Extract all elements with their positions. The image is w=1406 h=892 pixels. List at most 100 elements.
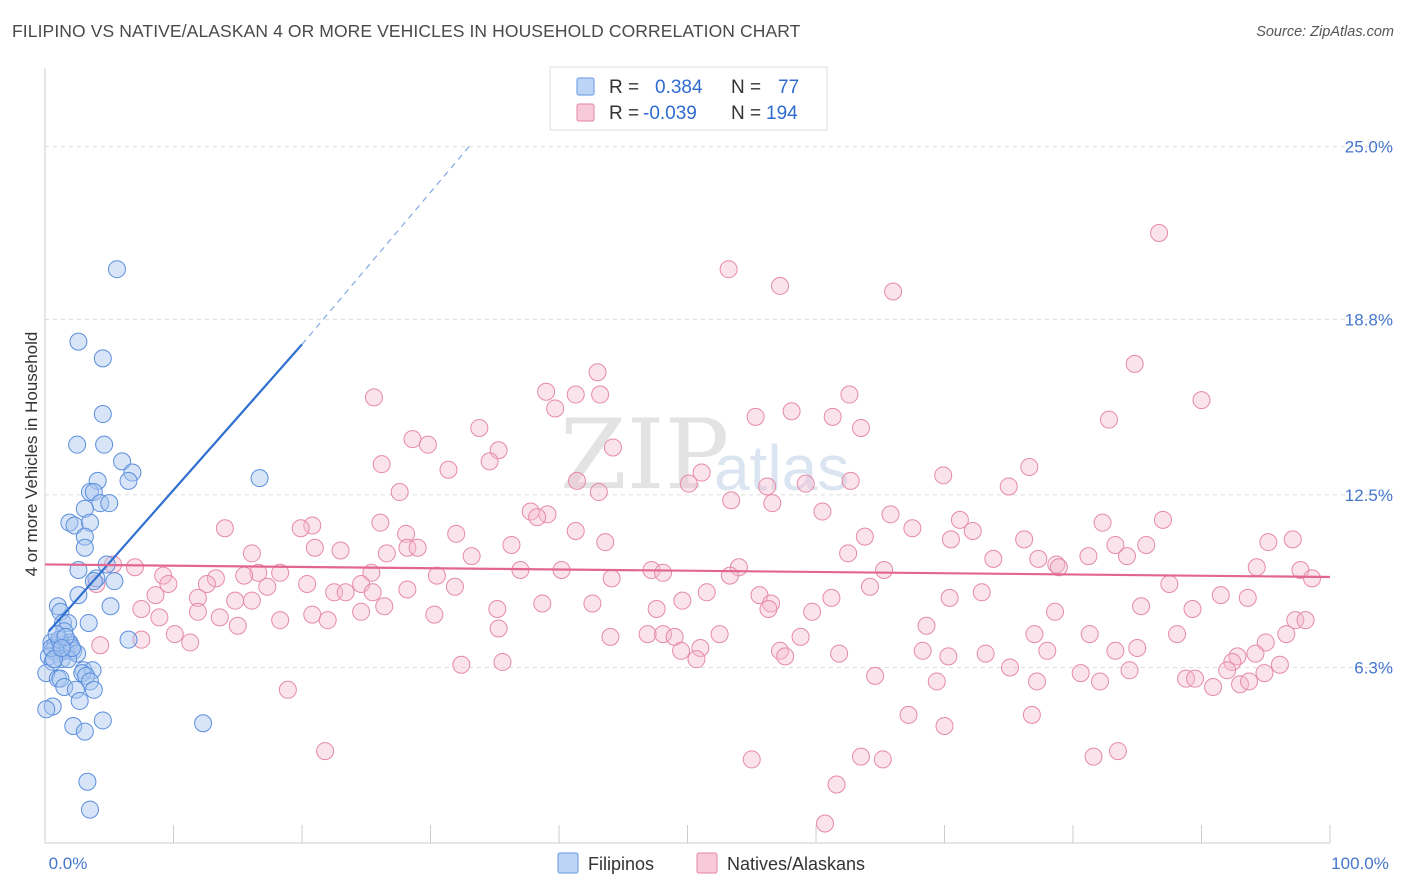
natives-point-109 <box>398 580 417 599</box>
natives-point-32 <box>758 477 777 496</box>
top-legend: R = 0.384 N = 77 R = -0.039 N = 194 <box>549 66 828 131</box>
natives-point-9 <box>537 382 556 401</box>
natives-point-187 <box>866 666 885 685</box>
natives-point-146 <box>1286 611 1305 630</box>
x-tick-label-max: 100.0% <box>1331 854 1389 873</box>
natives-point-179 <box>687 650 706 669</box>
natives-point-31 <box>796 474 815 493</box>
natives-point-55 <box>963 522 982 541</box>
natives-point-197 <box>899 705 918 724</box>
natives-point-125 <box>132 600 151 619</box>
natives-point-165 <box>691 639 710 658</box>
natives-point-94 <box>596 533 615 552</box>
natives-point-176 <box>1223 652 1242 671</box>
natives-point-170 <box>976 644 995 663</box>
natives-point-142 <box>803 602 822 621</box>
natives-point-58 <box>941 530 960 549</box>
natives-point-145 <box>1238 588 1257 607</box>
x-tick-label-min: 0.0% <box>49 854 88 873</box>
natives-point-128 <box>165 625 184 644</box>
trendlines <box>44 146 1331 633</box>
natives-point-64 <box>305 538 324 557</box>
natives-point-93 <box>839 544 858 563</box>
natives-point-61 <box>1259 533 1278 552</box>
natives-point-181 <box>1001 658 1020 677</box>
filipinos-point-1 <box>69 332 88 351</box>
natives-point-8 <box>566 385 585 404</box>
y-tick-label-1: 12.5% <box>1345 486 1393 505</box>
filipinos-point-58 <box>84 680 103 699</box>
bottom-legend-swatch-filipinos <box>557 852 579 874</box>
filipinos-point-76 <box>52 639 71 658</box>
axes <box>44 68 1331 844</box>
filipinos-point-17 <box>65 516 84 535</box>
legend-swatch-filipinos <box>576 77 595 96</box>
natives-point-3 <box>884 282 903 301</box>
filipinos-point-74 <box>56 627 75 646</box>
natives-point-153 <box>710 625 729 644</box>
natives-point-188 <box>927 672 946 691</box>
natives-point-186 <box>1071 664 1090 683</box>
natives-point-149 <box>489 619 508 638</box>
natives-point-5 <box>588 363 607 382</box>
filipinos-point-29 <box>101 597 120 616</box>
natives-point-69 <box>377 544 396 563</box>
natives-point-48 <box>303 516 322 535</box>
legend-r-value-2: -0.039 <box>643 103 697 124</box>
natives-point-140 <box>647 600 666 619</box>
natives-point-49 <box>215 519 234 538</box>
natives-point-185 <box>1270 655 1289 674</box>
natives-point-207 <box>316 742 335 761</box>
natives-point-112 <box>336 583 355 602</box>
natives-trendline <box>44 563 1331 579</box>
filipinos-point-8 <box>123 463 142 482</box>
natives-point-20 <box>418 435 437 454</box>
natives-point-7 <box>364 388 383 407</box>
filipinos-point-71 <box>59 650 78 669</box>
natives-point-204 <box>827 775 846 794</box>
natives-point-173 <box>1128 639 1147 658</box>
natives-point-115 <box>1160 574 1179 593</box>
natives-point-158 <box>1277 625 1296 644</box>
natives-point-27 <box>1020 457 1039 476</box>
legend-r-label-1: R = <box>609 77 639 98</box>
natives-point-16 <box>470 418 489 437</box>
filipinos-point-32 <box>79 613 98 632</box>
filipinos-point-26 <box>69 586 88 605</box>
natives-point-2 <box>771 276 790 295</box>
natives-point-113 <box>972 583 991 602</box>
natives-point-183 <box>1218 661 1237 680</box>
natives-point-110 <box>363 583 382 602</box>
filipinos-point-31 <box>59 613 78 632</box>
natives-point-19 <box>403 430 422 449</box>
natives-point-79 <box>235 566 254 585</box>
filipinos-point-4 <box>68 435 87 454</box>
natives-point-78 <box>206 569 225 588</box>
natives-point-156 <box>1080 625 1099 644</box>
filipinos-point-56 <box>55 678 74 697</box>
natives-point-137 <box>533 594 552 613</box>
gridlines <box>45 146 1392 669</box>
filipinos-point-67 <box>80 800 99 819</box>
natives-point-103 <box>298 574 317 593</box>
natives-point-17 <box>851 418 870 437</box>
filipinos-point-2 <box>93 349 112 368</box>
natives-point-44 <box>950 510 969 529</box>
natives-point-205 <box>815 814 834 833</box>
natives-point-10 <box>840 385 859 404</box>
filipinos-point-0 <box>107 260 126 279</box>
filipinos-point-73 <box>62 639 81 658</box>
natives-point-24 <box>480 452 499 471</box>
filipinos-point-34 <box>119 630 138 649</box>
natives-point-178 <box>452 655 471 674</box>
natives-point-122 <box>303 605 322 624</box>
natives-point-184 <box>1255 664 1274 683</box>
natives-point-67 <box>408 538 427 557</box>
natives-point-182 <box>1120 661 1139 680</box>
natives-point-101 <box>197 574 216 593</box>
natives-point-106 <box>87 574 106 593</box>
natives-point-177 <box>493 652 512 671</box>
y-tick-label-0: 6.3% <box>1354 659 1393 678</box>
natives-point-52 <box>447 524 466 543</box>
natives-point-11 <box>1192 391 1211 410</box>
